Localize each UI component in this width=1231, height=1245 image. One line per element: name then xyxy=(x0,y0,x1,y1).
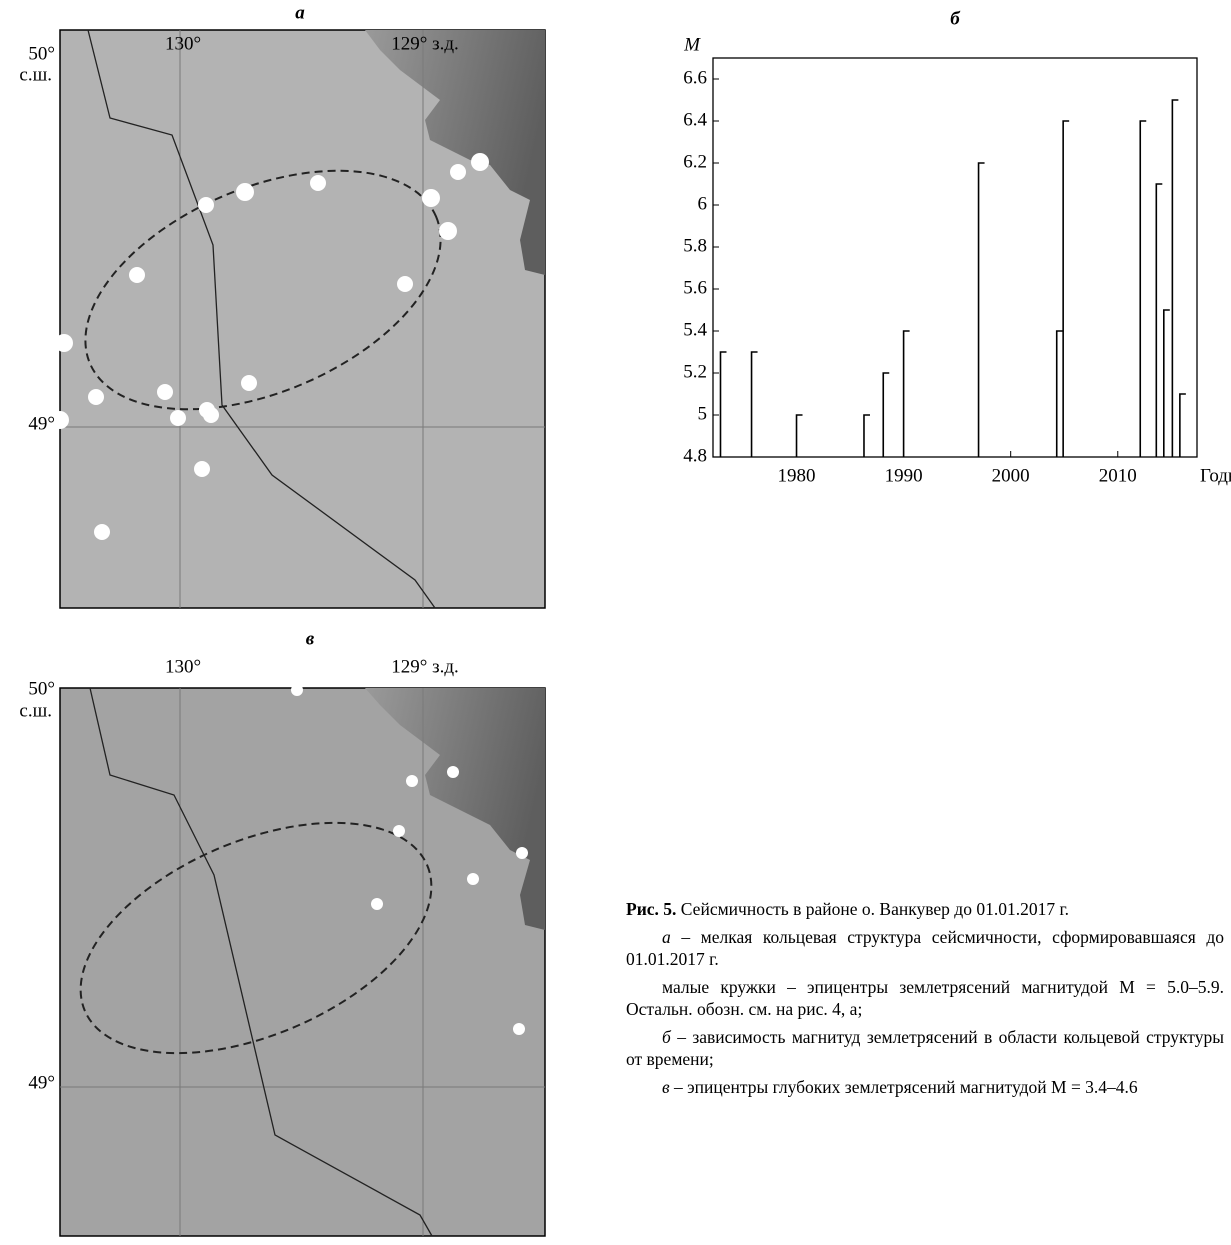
item-text: – эпицентры глубоких землетрясений магни… xyxy=(670,1077,1138,1097)
stem xyxy=(864,415,870,457)
map-a: а 130° 129° з.д. 50° с.ш. 49° xyxy=(19,2,545,608)
y-tick-label: 5.8 xyxy=(683,235,707,256)
lat-label: 50° xyxy=(28,678,55,699)
y-tick-label: 6.6 xyxy=(683,67,707,88)
caption-item: малые кружки – эпицентры землетрясений м… xyxy=(626,976,1224,1020)
chart-b: б M Годы 4.8 5 5.2 5.4 5.6 5.8 6 6.2 6.4 6.6 1980 1… xyxy=(683,8,1231,486)
stem xyxy=(1140,121,1146,457)
caption-item: в – эпицентры глубоких землетрясений маг… xyxy=(626,1076,1224,1098)
x-axis-label: Годы xyxy=(1200,465,1231,486)
item-text: – зависимость магнитуд землетрясений в о… xyxy=(626,1027,1224,1069)
caption-item: а – мелкая кольцевая структура сейсмично… xyxy=(626,926,1224,970)
item-text: малые кружки – эпицентры землетрясений м… xyxy=(626,977,1224,1019)
y-axis-label: M xyxy=(683,34,701,55)
y-tick-label: 4.8 xyxy=(683,445,707,466)
stem xyxy=(797,415,803,457)
stem xyxy=(720,352,726,457)
x-tick-label: 1980 xyxy=(778,465,816,486)
item-letter: в xyxy=(662,1077,670,1097)
map-v: в 130° 129° з.д. 50° с.ш. 49° xyxy=(19,628,545,1236)
lat-label: 49° xyxy=(28,1072,55,1093)
caption-item: б – зависимость магнитуд землетрясений в… xyxy=(626,1026,1224,1070)
panel-label: б xyxy=(950,8,961,29)
lat-label: 49° xyxy=(28,413,55,434)
stem xyxy=(979,163,985,457)
lon-label: 130° xyxy=(165,33,201,54)
item-text: – мелкая кольцевая структура сейсмичност… xyxy=(626,927,1224,969)
y-tick-label: 6 xyxy=(698,193,708,214)
y-tick-label: 6.4 xyxy=(683,109,707,130)
stem xyxy=(904,331,910,457)
fig-number: Рис. 5. xyxy=(626,899,676,919)
lon-label: 129° з.д. xyxy=(391,656,459,677)
lat-label: 50° xyxy=(28,43,55,64)
lat-label: с.ш. xyxy=(19,64,52,85)
item-letter: б xyxy=(662,1027,671,1047)
lat-label: с.ш. xyxy=(19,700,52,721)
stem xyxy=(883,373,889,457)
lon-label: 129° з.д. xyxy=(391,33,459,54)
x-tick-label: 1990 xyxy=(885,465,923,486)
item-letter: а xyxy=(662,927,671,947)
y-tick-label: 6.2 xyxy=(683,151,707,172)
stem xyxy=(1063,121,1069,457)
caption-title: Рис. 5. Сейсмичность в районе о. Ванкуве… xyxy=(626,898,1224,920)
panel-label: а xyxy=(295,2,305,23)
x-tick-label: 2010 xyxy=(1099,465,1137,486)
panel-label: в xyxy=(306,628,315,649)
y-tick-label: 5.6 xyxy=(683,277,707,298)
stem xyxy=(1180,394,1186,457)
stem xyxy=(1164,310,1170,457)
stem xyxy=(752,352,758,457)
stem xyxy=(1172,100,1178,457)
stem xyxy=(1057,331,1063,457)
y-tick-label: 5 xyxy=(698,403,708,424)
caption: Рис. 5. Сейсмичность в районе о. Ванкуве… xyxy=(626,898,1224,1104)
lon-label: 130° xyxy=(165,656,201,677)
x-tick-label: 2000 xyxy=(992,465,1030,486)
y-tick-label: 5.4 xyxy=(683,319,707,340)
page: а 130° 129° з.д. 50° с.ш. 49° в 130° 129… xyxy=(0,0,1231,1245)
caption-text: Сейсмичность в районе о. Ванкувер до 01.… xyxy=(681,899,1069,919)
plot-frame xyxy=(713,58,1197,457)
y-tick-label: 5.2 xyxy=(683,361,707,382)
stem xyxy=(1156,184,1162,457)
